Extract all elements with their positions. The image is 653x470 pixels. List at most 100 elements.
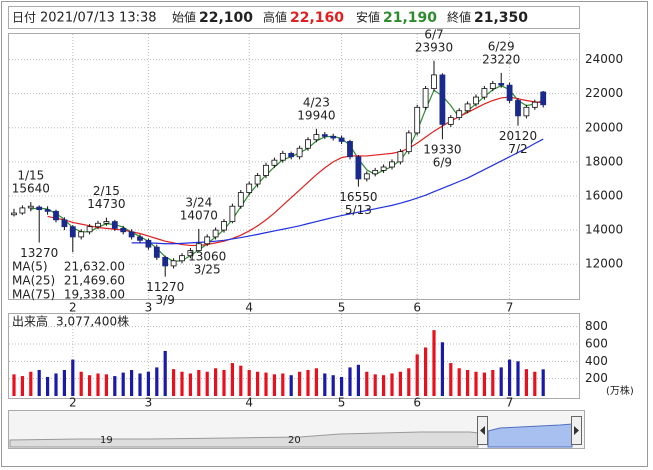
- x-tick-label: 7: [506, 396, 514, 410]
- volume-bar: [188, 373, 192, 396]
- y-tick-label: 22000: [585, 86, 623, 100]
- candle-body: [120, 227, 127, 233]
- candle-body: [137, 236, 143, 241]
- volume-bar: [121, 372, 125, 396]
- volume-bar: [62, 370, 66, 396]
- volume-bar: [356, 364, 360, 396]
- candle-body: [263, 164, 269, 176]
- annotation-value: 23220: [482, 52, 520, 66]
- candle-body: [515, 100, 521, 117]
- volume-bar: [29, 371, 33, 396]
- volume-bar: [264, 372, 268, 396]
- legend-name: MA(25): [12, 274, 55, 288]
- volume-bar: [340, 376, 344, 396]
- candle-body: [111, 221, 118, 229]
- volume-bar: [298, 371, 302, 396]
- candle-body: [237, 192, 244, 207]
- volume-bar: [281, 373, 285, 396]
- candle-body: [363, 173, 370, 180]
- legend-name: MA(5): [12, 260, 48, 274]
- candle-body: [447, 117, 454, 125]
- candle-body: [86, 226, 93, 233]
- candle-body: [330, 135, 337, 139]
- x-tick-label: 6: [413, 301, 421, 315]
- candle-body: [296, 147, 303, 158]
- candle-body: [489, 83, 496, 89]
- volume-bar: [415, 354, 419, 396]
- candle-body: [78, 231, 85, 238]
- y-tick-label: 24000: [585, 52, 623, 66]
- x-tick-label: 3: [145, 301, 153, 315]
- annotation-date: 6/9: [433, 156, 452, 170]
- header-close: 21,350: [474, 10, 528, 26]
- volume-bar: [172, 369, 176, 396]
- y-tick-label: 12000: [585, 257, 623, 271]
- price-panel: [8, 33, 580, 300]
- volume-bar: [499, 367, 503, 396]
- volume-bar: [104, 374, 108, 396]
- volume-bar: [205, 371, 209, 396]
- candle-body: [540, 91, 547, 106]
- volume-bar: [96, 373, 100, 396]
- annotation-value: 13270: [20, 246, 58, 260]
- annotation-date: 3/24: [185, 195, 212, 209]
- volume-bar: [272, 374, 276, 396]
- candle-body: [19, 207, 26, 214]
- candle-body: [439, 74, 446, 125]
- volume-bar: [130, 370, 134, 396]
- volume-bar: [46, 376, 50, 396]
- candle-body: [153, 246, 160, 258]
- candle-body: [254, 175, 261, 185]
- volume-bar: [146, 371, 150, 396]
- candle-body: [27, 205, 34, 209]
- volume-bar: [197, 370, 201, 396]
- volume-bar: [12, 374, 16, 396]
- candle-body: [405, 132, 412, 153]
- volume-bar: [247, 370, 251, 396]
- annotation-value: 11270: [146, 280, 184, 294]
- navigator-label: 20: [288, 435, 301, 446]
- volume-bar: [222, 370, 226, 396]
- candle-body: [271, 159, 278, 166]
- candle-body: [179, 255, 185, 262]
- candle-body: [389, 161, 395, 168]
- annotation-value: 23930: [415, 40, 453, 54]
- x-tick-label: 2: [69, 301, 77, 315]
- volume-bar: [541, 369, 545, 396]
- header-label: 高値: [263, 10, 287, 25]
- x-tick-label: 7: [506, 301, 514, 315]
- candle-body: [313, 134, 320, 141]
- annotation-value: 19940: [297, 108, 335, 122]
- candle-body: [431, 74, 437, 89]
- volume-bar: [163, 350, 167, 396]
- candle-body: [380, 166, 387, 171]
- candle-body: [103, 221, 110, 224]
- volume-bar: [155, 367, 159, 396]
- candle-body: [162, 256, 169, 267]
- volume-bar: [138, 373, 142, 396]
- candle-body: [279, 152, 286, 161]
- volume-bar: [71, 359, 75, 396]
- annotation-value: 15640: [12, 182, 50, 196]
- volume-bar: [79, 371, 83, 396]
- volume-bar: [88, 375, 92, 396]
- volume-bar: [214, 368, 218, 396]
- candle-body: [347, 141, 353, 158]
- candle-body: [187, 250, 194, 257]
- volume-bar: [37, 370, 41, 396]
- header-open: 22,100: [199, 10, 253, 26]
- volume-bar: [466, 370, 470, 396]
- header-label: 安値: [356, 10, 380, 25]
- volume-bar: [314, 368, 318, 396]
- volume-bar: [516, 361, 520, 396]
- y-tick-label: 800: [585, 319, 608, 333]
- annotation-date: 7/2: [508, 142, 527, 156]
- candle-body: [221, 221, 227, 231]
- annotation-date: 1/15: [17, 169, 44, 183]
- y-tick-label: 18000: [585, 154, 623, 168]
- header-label: 日付: [12, 11, 36, 25]
- annotation-date: 2/15: [93, 184, 120, 198]
- candle-body: [523, 106, 530, 117]
- candle-body: [338, 137, 345, 142]
